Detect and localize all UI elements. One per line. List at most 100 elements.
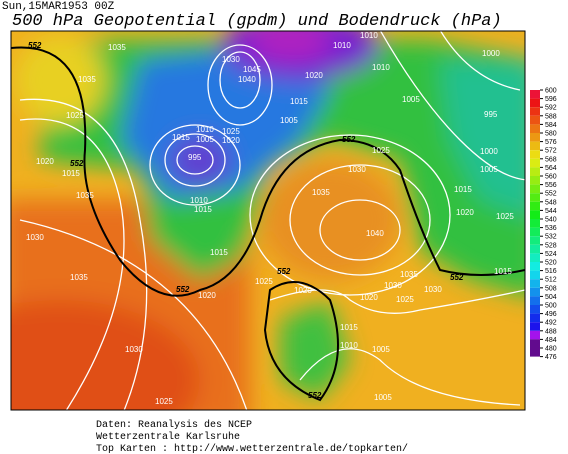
isoline-label: 552 [70,159,84,168]
pressure-label: 1010 [360,31,378,40]
colorbar-swatch [530,193,540,202]
pressure-label: 1025 [396,295,414,304]
colorbar-swatch [530,219,540,228]
title: 500 hPa Geopotential (gpdm) und Bodendru… [12,12,502,31]
pressure-label: 1035 [78,75,96,84]
colorbar-swatch [530,141,540,151]
colorbar-label: 496 [545,311,557,318]
isoline-label: 552 [28,41,42,50]
colorbar-swatch [530,348,540,357]
pressure-label: 1025 [496,212,514,221]
pressure-label: 1005 [402,95,420,104]
pressure-label: 1020 [456,208,474,217]
pressure-label: 1020 [294,286,312,295]
pressure-label: 1030 [125,345,143,354]
pressure-label: 1015 [172,133,190,142]
colorbar-swatch [530,124,540,133]
colorbar-label: 552 [545,191,557,198]
pressure-label: 1015 [454,185,472,194]
colorbar-swatch [530,287,540,297]
isoline-label: 552 [450,273,464,282]
colorbar-label: 500 [545,303,557,310]
colorbar-label: 592 [545,105,557,112]
pressure-label: 1005 [480,165,498,174]
pressure-label: 1030 [384,281,402,290]
pressure-label: 1040 [238,75,256,84]
pressure-label: 995 [484,110,498,119]
pressure-label: 1010 [340,341,358,350]
pressure-label: 1015 [290,97,308,106]
pressure-label: 1015 [340,323,358,332]
map: 1035103010451040103510251020101510351030… [11,31,525,410]
pressure-label: 1030 [26,233,44,242]
colorbar-swatch [530,270,540,280]
colorbar-swatch [530,167,540,176]
colorbar-label: 508 [545,285,557,292]
isoline-label: 552 [277,267,291,276]
pressure-label: 1025 [222,127,240,136]
pressure-label: 1025 [155,397,173,406]
pressure-label: 1015 [194,205,212,214]
pressure-label: 1045 [243,65,261,74]
colorbar-swatch [530,236,540,245]
pressure-label: 1020 [36,157,54,166]
colorbar-swatch [530,176,540,185]
isoline-label: 552 [342,135,356,144]
colorbar-label: 556 [545,182,557,189]
colorbar-swatch [530,184,540,194]
colorbar-label: 564 [545,165,557,172]
colorbar-label: 484 [545,337,557,344]
colorbar-swatch [530,107,540,116]
pressure-label: 1025 [66,111,84,120]
pressure-label: 1010 [190,196,208,205]
pressure-label: 1000 [482,49,500,58]
colorbar-swatch [530,210,540,219]
colorbar-label: 540 [545,217,557,224]
colorbar-label: 568 [545,156,557,163]
pressure-label: 1035 [312,188,330,197]
isoline-552 [11,46,525,402]
map-frame [10,30,526,411]
colorbar-label: 576 [545,139,557,146]
colorbar-swatch [530,90,540,99]
colorbar-label: 488 [545,328,557,335]
colorbar-label: 480 [545,346,557,353]
colorbar-label: 528 [545,242,557,249]
colorbar-label: 580 [545,131,557,138]
colorbar-swatch [530,227,540,237]
colorbar-swatch [530,158,540,168]
pressure-label: 1035 [400,270,418,279]
pressure-label: 1025 [255,277,273,286]
footer-line: Wetterzentrale Karlsruhe [96,431,240,443]
pressure-label: 1015 [62,169,80,178]
colorbar-label: 548 [545,199,557,206]
colorbar-swatch [530,305,540,314]
colorbar-label: 588 [545,113,557,120]
date: Sun,15MAR1953 00Z [2,1,115,13]
colorbar-label: 532 [545,234,557,241]
colorbar-swatch [530,330,540,340]
colorbar-swatch [530,133,540,142]
colorbar-swatch [530,253,540,262]
colorbar-label: 504 [545,294,557,301]
colorbar-swatch [530,313,540,323]
pressure-label: 1020 [360,293,378,302]
colorbar-label: 512 [545,277,557,284]
colorbar-swatch [530,244,540,254]
pressure-label: 1015 [210,248,228,257]
colorbar-label: 516 [545,268,557,275]
colorbar-swatch [530,201,540,211]
colorbar-label: 476 [545,354,557,361]
colorbar-swatch [530,115,540,125]
pressure-label: 1025 [372,146,390,155]
colorbar-label: 492 [545,320,557,327]
colorbar-label: 544 [545,208,557,215]
colorbar-label: 600 [545,88,557,95]
colorbar-label: 584 [545,122,557,129]
pressure-label: 1010 [372,63,390,72]
colorbar-swatch [530,296,540,305]
colorbar-label: 572 [545,148,557,155]
colorbar-label: 536 [545,225,557,232]
pressure-label: 1020 [222,136,240,145]
